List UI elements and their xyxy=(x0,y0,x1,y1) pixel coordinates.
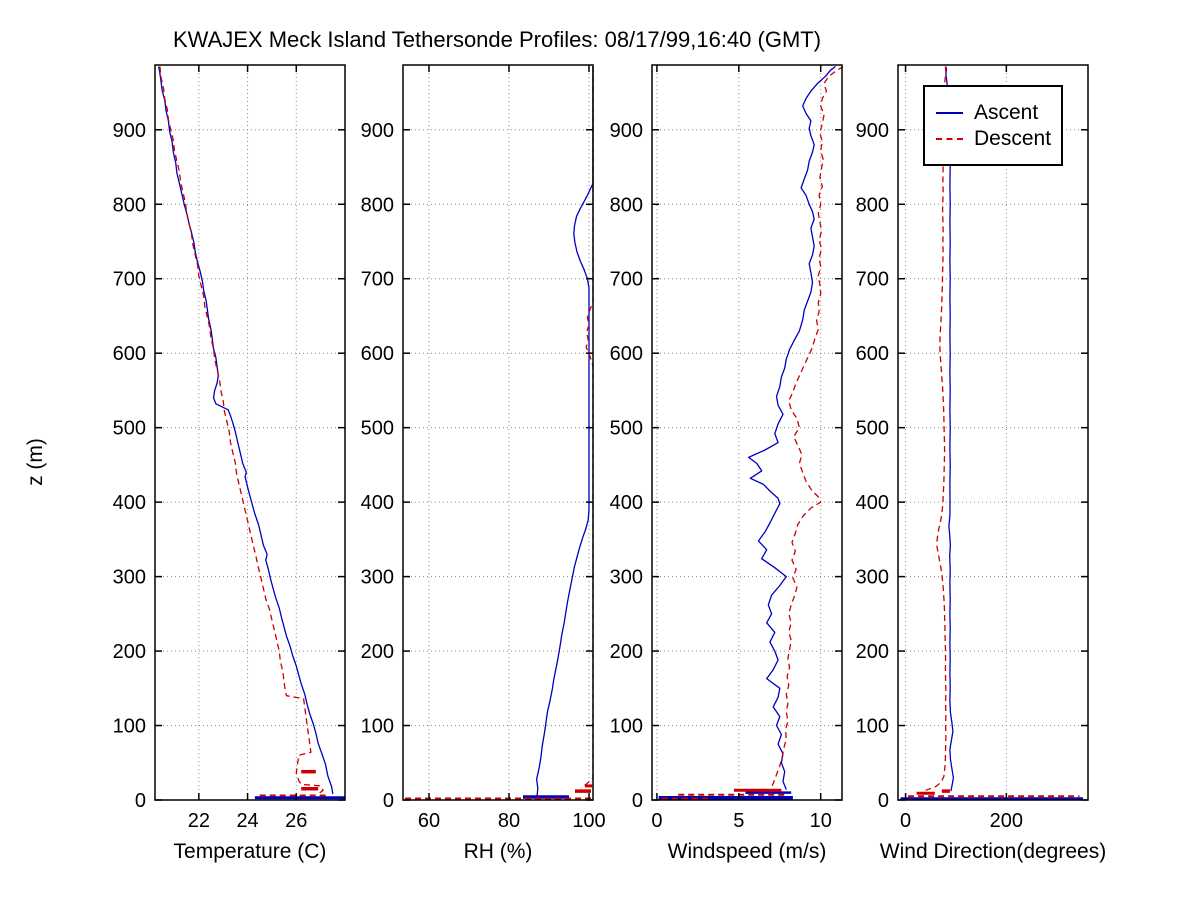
y-tick-label: 0 xyxy=(632,790,643,812)
descent-line xyxy=(925,66,947,791)
y-tick-label: 500 xyxy=(361,418,394,440)
y-tick-label: 400 xyxy=(113,492,146,514)
x-tick-label: 60 xyxy=(418,810,440,832)
y-tick-label: 300 xyxy=(856,567,889,589)
y-tick-label: 200 xyxy=(113,641,146,663)
y-tick-label: 500 xyxy=(113,418,146,440)
figure-title: KWAJEX Meck Island Tethersonde Profiles:… xyxy=(173,27,821,52)
y-tick-label: 700 xyxy=(361,269,394,291)
y-tick-label: 0 xyxy=(383,790,394,812)
y-tick-label: 800 xyxy=(856,194,889,216)
ascent-line xyxy=(747,65,836,790)
y-tick-label: 200 xyxy=(610,641,643,663)
x-tick-label: 80 xyxy=(498,810,520,832)
y-tick-label: 700 xyxy=(610,269,643,291)
ascent-line xyxy=(158,66,334,795)
y-tick-label: 0 xyxy=(135,790,146,812)
x-tick-label: 26 xyxy=(285,810,307,832)
x-axis-label: RH (%) xyxy=(464,840,533,863)
y-tick-label: 700 xyxy=(856,269,889,291)
y-tick-label: 500 xyxy=(856,418,889,440)
y-tick-label: 300 xyxy=(610,567,643,589)
legend-entry-ascent: Ascent xyxy=(936,102,1061,123)
x-tick-label: 0 xyxy=(900,810,911,832)
y-axis-label: z (m) xyxy=(24,438,47,486)
legend-box: Ascent Descent xyxy=(923,85,1063,166)
descent-line xyxy=(159,66,324,795)
axis-box xyxy=(897,64,1089,801)
x-tick-label: 100 xyxy=(572,810,605,832)
ascent-line-sample xyxy=(936,111,963,114)
axis-box xyxy=(651,64,843,801)
axis-box xyxy=(402,64,594,801)
x-tick-label: 200 xyxy=(990,810,1023,832)
x-tick-label: 5 xyxy=(733,810,744,832)
y-tick-label: 900 xyxy=(113,120,146,142)
y-tick-label: 200 xyxy=(361,641,394,663)
y-tick-label: 900 xyxy=(610,120,643,142)
x-tick-label: 10 xyxy=(810,810,832,832)
x-axis-label: Temperature (C) xyxy=(174,840,327,863)
y-tick-label: 800 xyxy=(361,194,394,216)
ascent-line xyxy=(945,66,955,792)
y-tick-label: 800 xyxy=(610,194,643,216)
ascent-line xyxy=(535,66,594,798)
y-tick-label: 100 xyxy=(856,716,889,738)
y-tick-label: 200 xyxy=(856,641,889,663)
y-tick-label: 0 xyxy=(878,790,889,812)
y-tick-label: 300 xyxy=(113,567,146,589)
y-tick-label: 900 xyxy=(361,120,394,142)
y-tick-label: 700 xyxy=(113,269,146,291)
x-tick-label: 0 xyxy=(651,810,662,832)
y-tick-label: 500 xyxy=(610,418,643,440)
y-tick-label: 400 xyxy=(610,492,643,514)
axis-box xyxy=(154,64,346,801)
legend-entry-descent: Descent xyxy=(936,128,1061,149)
y-tick-label: 300 xyxy=(361,567,394,589)
y-tick-label: 600 xyxy=(856,343,889,365)
y-tick-label: 600 xyxy=(610,343,643,365)
x-tick-label: 22 xyxy=(188,810,210,832)
legend-label-descent: Descent xyxy=(974,127,1052,150)
y-tick-label: 400 xyxy=(856,492,889,514)
x-axis-label: Wind Direction(degrees) xyxy=(880,840,1106,863)
y-tick-label: 100 xyxy=(610,716,643,738)
descent-line-sample xyxy=(936,137,963,140)
y-tick-label: 400 xyxy=(361,492,394,514)
y-tick-label: 100 xyxy=(361,716,394,738)
descent-line xyxy=(769,66,843,790)
x-axis-label: Windspeed (m/s) xyxy=(668,840,827,863)
legend-label-ascent: Ascent xyxy=(974,101,1039,124)
y-tick-label: 800 xyxy=(113,194,146,216)
y-tick-label: 600 xyxy=(113,343,146,365)
x-tick-label: 24 xyxy=(236,810,258,832)
y-tick-label: 900 xyxy=(856,120,889,142)
y-tick-label: 600 xyxy=(361,343,394,365)
y-tick-label: 100 xyxy=(113,716,146,738)
